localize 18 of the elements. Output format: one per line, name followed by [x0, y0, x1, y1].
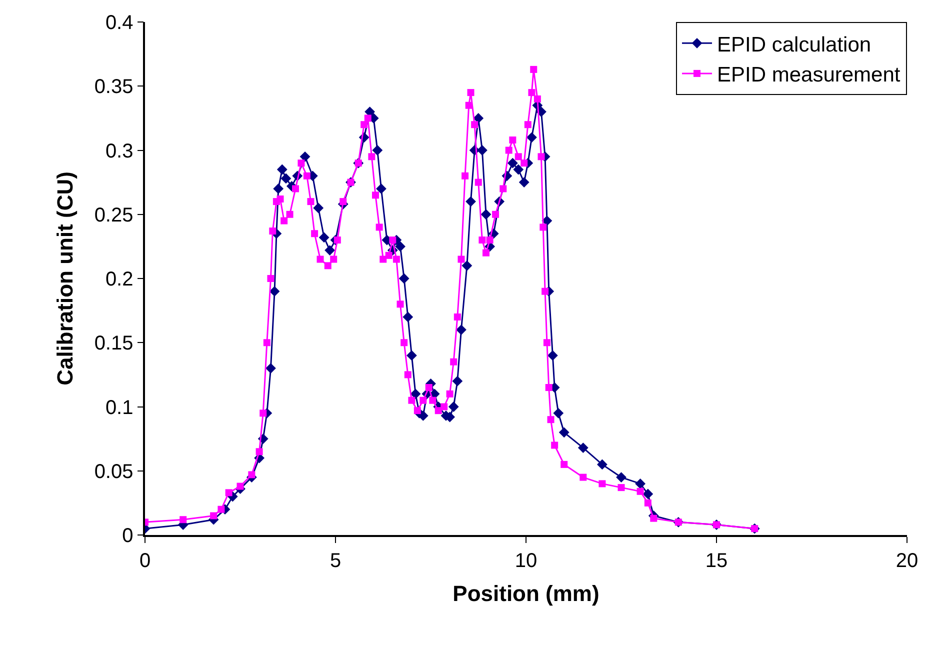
y-tick-label: 0.15 — [94, 332, 134, 355]
x-axis-title: Position (mm) — [452, 581, 600, 606]
x-tick-label: 5 — [330, 550, 342, 572]
y-tick-label: 0.2 — [105, 268, 134, 290]
y-tick-label: 0.05 — [94, 460, 134, 483]
legend-label: EPID measurement — [717, 64, 900, 87]
y-tick-label: 0.4 — [105, 12, 134, 34]
legend-label: EPID calculation — [717, 33, 872, 56]
y-tick-label: 0.35 — [94, 76, 134, 98]
y-tick-label: 0.3 — [105, 140, 134, 162]
y-tick-label: 0.25 — [94, 204, 134, 226]
y-tick-label: 0 — [122, 525, 134, 547]
x-tick-label: 0 — [139, 550, 151, 572]
y-tick-label: 0.1 — [105, 396, 134, 419]
x-tick-label: 10 — [514, 550, 538, 572]
y-axis-title: Calibration unit (CU) — [52, 172, 78, 386]
x-tick-label: 15 — [705, 550, 728, 572]
x-tick-label: 20 — [896, 550, 918, 572]
